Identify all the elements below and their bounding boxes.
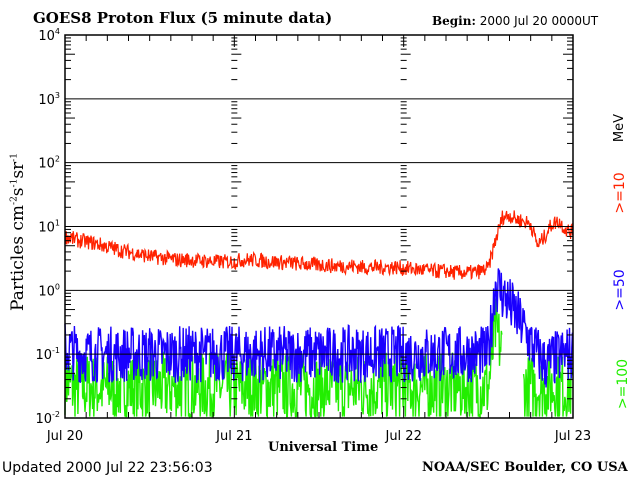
y-tick-label: 10-1 (35, 346, 60, 363)
ylabel-part: Particles cm (8, 204, 28, 311)
begin-value: 2000 Jul 20 0000UT (479, 14, 599, 28)
y-tick-label: 100 (38, 282, 60, 299)
legend-ge10: >=10 (612, 172, 628, 214)
ylabel-exp: -2 (9, 196, 20, 205)
legend-ge50: >=50 (612, 269, 628, 311)
y-axis-label: Particles cm-2s-1sr-1 (8, 122, 32, 342)
units-label: MeV (612, 113, 627, 143)
series-line-ge100 (64, 298, 503, 420)
x-tick-label: Jul 22 (384, 429, 421, 444)
ylabel-exp: -1 (9, 178, 20, 188)
y-tick-label: 103 (38, 91, 60, 108)
x-tick-label: Jul 20 (46, 429, 83, 444)
credit: NOAA/SEC Boulder, CO USA (422, 460, 628, 475)
updated-timestamp: Updated 2000 Jul 22 23:56:03 (2, 460, 213, 476)
y-tick-label: 102 (38, 155, 60, 172)
begin-label: Begin: (432, 14, 476, 28)
x-axis-label: Universal Time (268, 440, 379, 455)
y-tick-label: 10-2 (35, 410, 60, 427)
x-tick-label: Jul 21 (215, 429, 252, 444)
series-line-ge50 (64, 268, 574, 388)
ylabel-part: s (8, 187, 28, 197)
x-tick-label: Jul 23 (554, 429, 591, 444)
y-tick-label: 104 (38, 27, 60, 44)
series-line-ge10 (64, 210, 573, 281)
chart-title: GOES8 Proton Flux (5 minute data) (33, 9, 333, 27)
y-tick-label: 101 (38, 219, 60, 236)
ylabel-part: sr (8, 161, 28, 179)
legend-ge100: >=100 (615, 358, 631, 410)
ylabel-exp: -1 (9, 153, 20, 162)
begin-time: Begin: 2000 Jul 20 0000UT (432, 14, 598, 28)
